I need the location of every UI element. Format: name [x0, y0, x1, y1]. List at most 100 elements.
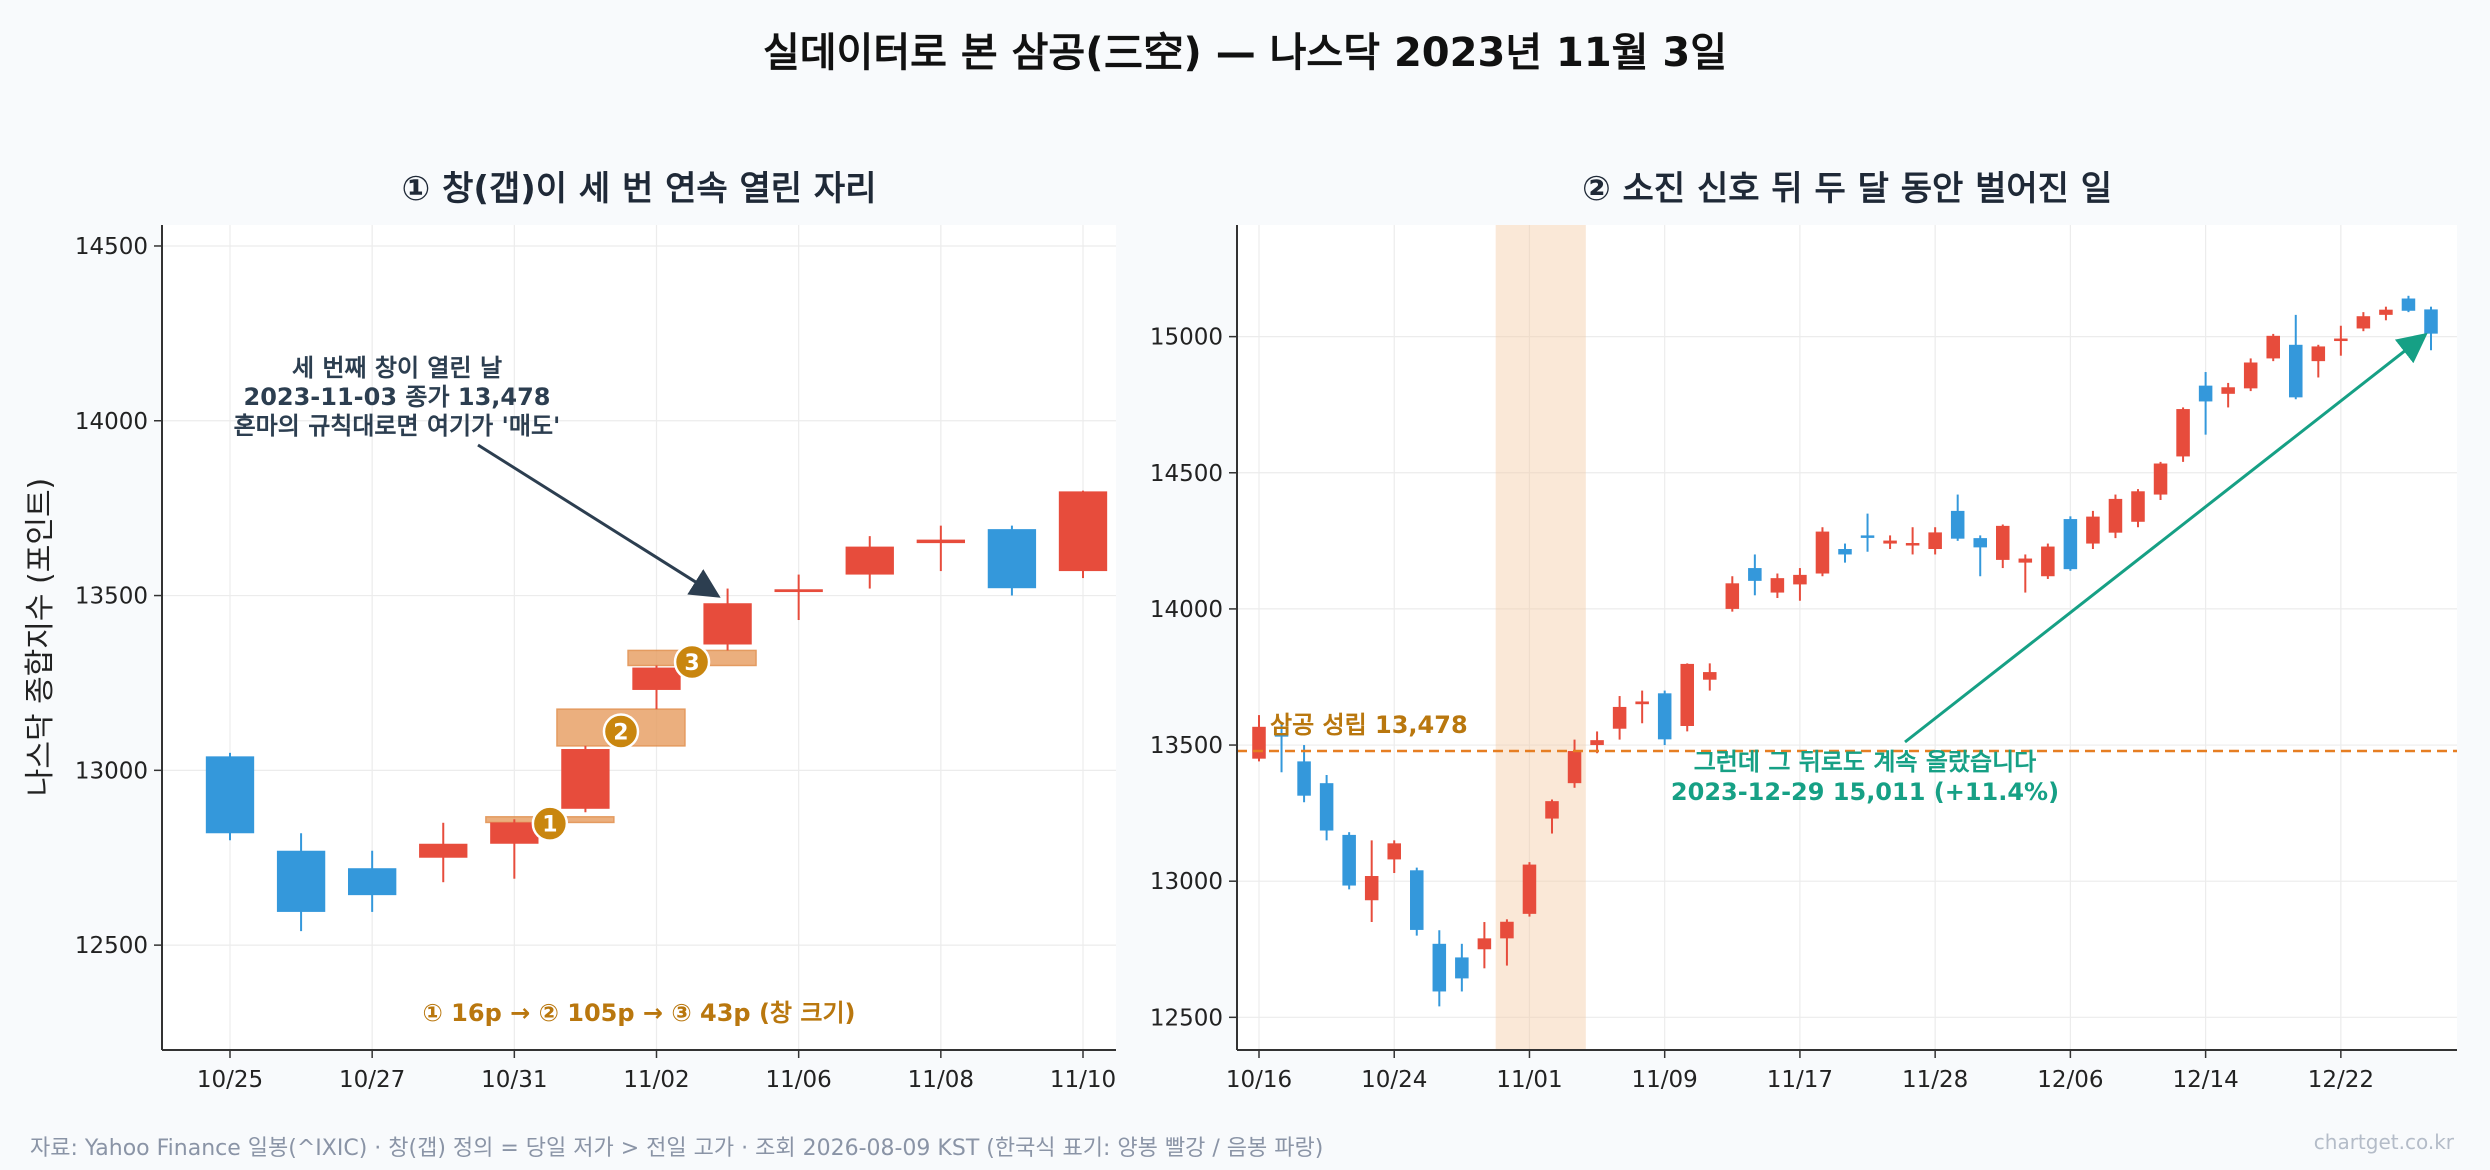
- annotation-result: 그런데 그 뒤로도 계속 올랐습니다 2023-12-29 15,011 (+1…: [1671, 748, 2059, 806]
- annotation-line-2: 2023-11-03 종가 13,478: [244, 383, 551, 411]
- candle-11-27: [1905, 527, 1920, 555]
- candle-12-19: [2266, 333, 2280, 362]
- candle-body: [1703, 672, 1717, 680]
- candle-body: [632, 667, 681, 690]
- panel-1-title: ① 창(갭)이 세 번 연속 열린 자리: [402, 169, 877, 209]
- candle-12-27: [2379, 306, 2393, 321]
- candle-body: [1612, 706, 1627, 729]
- x-tick-label: 11/09: [1632, 1067, 1698, 1093]
- footer-brand: chartget.co.kr: [2313, 1130, 2454, 1154]
- candle-body: [1522, 864, 1537, 914]
- gap-badge-label: 2: [613, 721, 628, 746]
- candle-10-30: [1477, 922, 1492, 969]
- candle-body: [1950, 510, 1965, 539]
- y-tick-label: 15000: [1150, 325, 1223, 351]
- result-line-2: 2023-12-29 15,011 (+11.4%): [1671, 778, 2059, 806]
- candle-body: [1455, 957, 1469, 979]
- candle-body: [2379, 309, 2393, 315]
- x-tick-label: 12/14: [2172, 1067, 2238, 1093]
- candle-10-23: [1364, 840, 1379, 923]
- candle-body: [1905, 543, 1920, 546]
- candle-11-02: [632, 665, 681, 710]
- candle-11-10: [1058, 490, 1108, 579]
- candle-body: [1364, 876, 1379, 901]
- candle-11-16: [1770, 573, 1785, 599]
- candle-10-31: [490, 819, 539, 879]
- y-tick-label: 14000: [1150, 597, 1223, 623]
- candle-body: [2108, 498, 2123, 533]
- candle-body: [490, 822, 539, 844]
- candle-body: [1567, 751, 1582, 784]
- x-tick-label: 11/06: [766, 1067, 832, 1093]
- candle-10-27: [1455, 943, 1469, 992]
- page-title: 실데이터로 본 삼공(三空) — 나스닥 2023년 11월 3일: [762, 30, 1728, 76]
- candle-11-07: [1612, 696, 1627, 740]
- candle-body: [1477, 938, 1492, 950]
- candle-body: [1657, 693, 1672, 740]
- gap-badge-1: [531, 805, 569, 842]
- candle-body: [774, 589, 823, 593]
- candle-body: [1590, 740, 1604, 746]
- candle-11-30: [1973, 535, 1987, 577]
- x-tick-label: 11/28: [1902, 1067, 1968, 1093]
- candle-body: [1274, 734, 1289, 737]
- x-tick-label: 10/24: [1361, 1067, 1427, 1093]
- candle-10-26: [1432, 930, 1447, 1007]
- x-tick-label: 11/17: [1767, 1067, 1833, 1093]
- candle-12-28: [2401, 295, 2416, 313]
- gap-badge-2: [602, 713, 640, 750]
- candle-body: [561, 749, 610, 809]
- candle-body: [1387, 843, 1401, 860]
- candle-11-08: [1635, 690, 1649, 724]
- x-tick-label: 10/31: [481, 1067, 547, 1093]
- x-tick-label: 11/08: [908, 1067, 974, 1093]
- candle-11-03: [1567, 739, 1582, 788]
- candle-12-29: [2424, 306, 2438, 351]
- candle-body: [2176, 409, 2190, 457]
- candle-body: [2334, 338, 2348, 342]
- candle-body: [1635, 701, 1649, 705]
- candle-11-13: [1703, 663, 1717, 691]
- candle-body: [1432, 943, 1447, 992]
- candle-11-06: [1590, 731, 1604, 754]
- candle-11-09: [987, 525, 1037, 596]
- candle-body: [419, 843, 468, 858]
- y-tick-label: 12500: [75, 933, 148, 959]
- candle-body: [1319, 783, 1334, 831]
- charts-canvas: ① 창(갭)이 세 번 연속 열린 자리 나스닥 종합지수 (포인트) 123 …: [23, 169, 2457, 1093]
- candle-10-25: [1410, 867, 1424, 936]
- candle-body: [1545, 801, 1559, 819]
- candle-body: [1793, 574, 1807, 585]
- gap-badge-3: [673, 643, 711, 681]
- plot-area-1: [162, 225, 1116, 1050]
- candle-11-01: [561, 745, 610, 813]
- candle-12-12: [2153, 461, 2168, 500]
- candle-body: [2041, 546, 2055, 577]
- candle-11-21: [1838, 543, 1852, 563]
- candle-body: [2086, 516, 2100, 544]
- candle-body: [1860, 535, 1875, 538]
- candle-body: [1500, 921, 1514, 939]
- candle-12-22: [2334, 325, 2348, 356]
- candle-body: [347, 868, 397, 896]
- candle-body: [276, 850, 326, 912]
- x-tick-label: 10/27: [339, 1067, 405, 1093]
- candle-body: [2131, 491, 2145, 522]
- y-tick-label: 13500: [75, 584, 148, 610]
- candle-body: [2311, 346, 2326, 362]
- candle-10-25: [205, 752, 255, 841]
- candle-11-15: [1748, 554, 1762, 596]
- candle-12-11: [2131, 489, 2145, 528]
- y-tick-label: 14000: [75, 409, 148, 435]
- y-tick-label: 13000: [75, 758, 148, 784]
- candle-10-18: [1297, 745, 1311, 803]
- annotation-line-1: 세 번째 창이 열린 날: [292, 354, 502, 382]
- candle-11-08: [916, 525, 966, 572]
- candle-11-28: [1928, 527, 1942, 555]
- candle-11-06: [774, 574, 823, 621]
- candle-12-08: [2108, 494, 2123, 539]
- candle-body: [1297, 761, 1311, 796]
- candle-11-20: [1815, 527, 1830, 577]
- candle-body: [1770, 578, 1785, 593]
- candle-11-03: [703, 588, 752, 651]
